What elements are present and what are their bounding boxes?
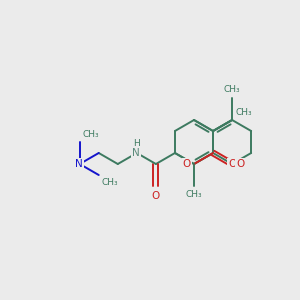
Text: CH₃: CH₃ <box>83 130 99 139</box>
Text: N: N <box>75 159 83 169</box>
Text: CH₃: CH₃ <box>102 178 118 187</box>
Text: O: O <box>236 159 244 169</box>
Text: H: H <box>134 139 140 148</box>
Text: N: N <box>132 148 140 158</box>
Text: O: O <box>228 159 236 169</box>
Text: CH₃: CH₃ <box>224 85 240 94</box>
Text: O: O <box>183 159 191 169</box>
Text: CH₃: CH₃ <box>235 108 252 117</box>
Text: O: O <box>152 191 160 201</box>
Text: CH₃: CH₃ <box>186 190 202 199</box>
